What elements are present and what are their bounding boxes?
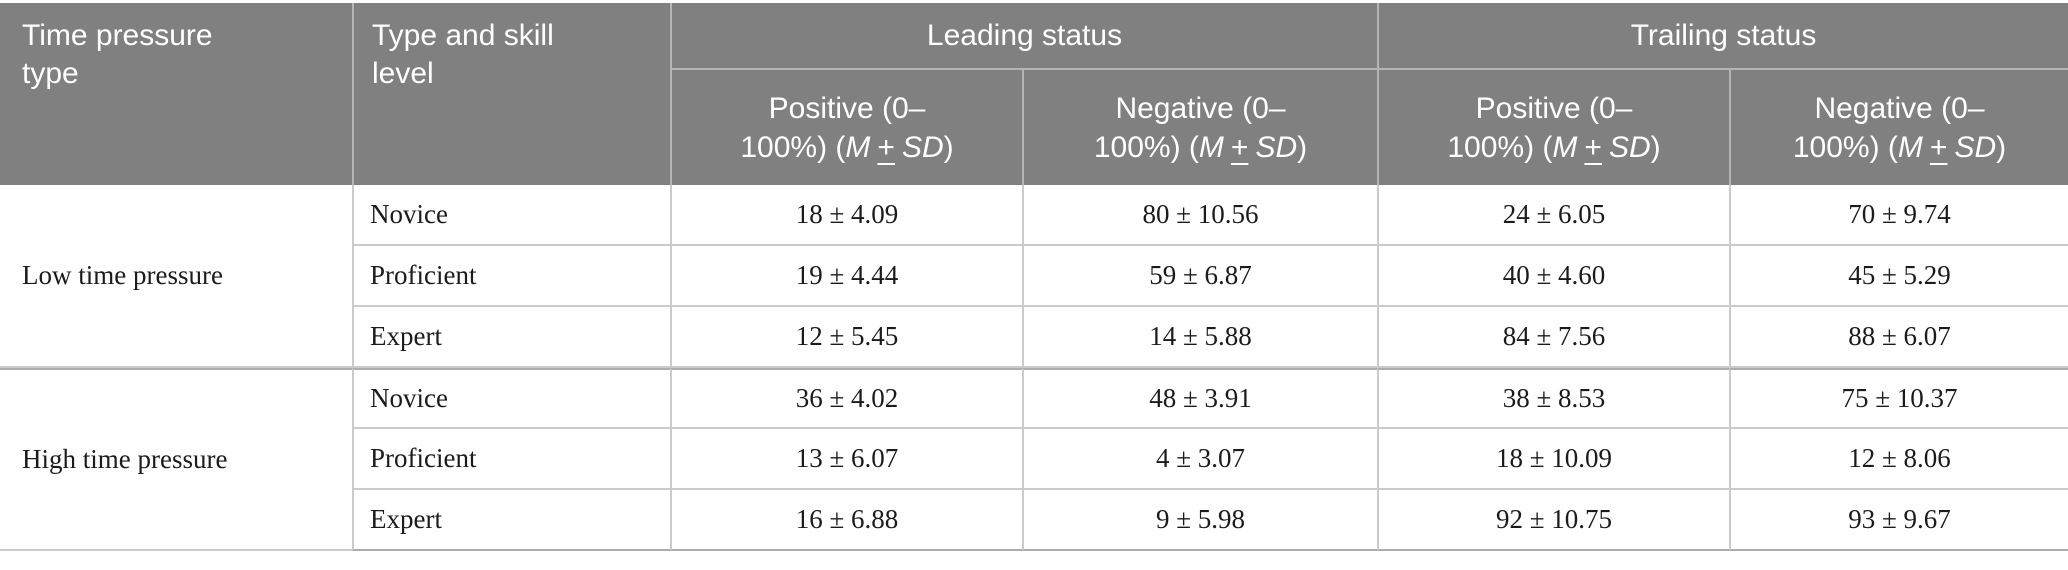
subheader-trailing-negative: Negative (0– 100%) (M + SD)	[1729, 70, 2068, 185]
value-cell: 93 ± 9.67	[1729, 490, 2068, 551]
subheader-text: 100%) (	[1093, 130, 1199, 164]
value-cell: 92 ± 10.75	[1377, 490, 1729, 551]
table-header: Time pressure type Type and skill level …	[0, 3, 2068, 185]
mean-label: M	[1897, 130, 1923, 164]
skill-cell: Novice	[352, 368, 670, 429]
value-cell: 88 ± 6.07	[1729, 307, 2068, 368]
value-cell: 84 ± 7.56	[1377, 307, 1729, 368]
header-leading-status: Leading status	[670, 3, 1377, 70]
value-cell: 80 ± 10.56	[1022, 185, 1377, 246]
group-header-row: Time pressure type Type and skill level …	[0, 3, 2068, 185]
mean-label: M	[845, 130, 871, 164]
value-cell: 4 ± 3.07	[1022, 429, 1377, 490]
value-cell: 14 ± 5.88	[1022, 307, 1377, 368]
value-cell: 75 ± 10.37	[1729, 368, 2068, 429]
mean-label: M	[1198, 130, 1224, 164]
group-label-cell: High time pressure	[0, 368, 352, 551]
mean-label: M	[1552, 130, 1578, 164]
group-label-cell: Low time pressure	[0, 185, 352, 368]
value-cell: 40 ± 4.60	[1377, 246, 1729, 307]
subheader-line: 100%) (M + SD)	[680, 128, 1014, 167]
skill-cell: Expert	[352, 307, 670, 368]
plus-minus: +	[1929, 130, 1948, 164]
plus-minus: +	[1584, 130, 1602, 164]
value-cell: 19 ± 4.44	[670, 246, 1022, 307]
plus-minus: +	[877, 130, 895, 164]
skill-cell: Expert	[352, 490, 670, 551]
table-body: Low time pressure Novice 18 ± 4.09 80 ± …	[0, 185, 2068, 551]
subheader-text: )	[1297, 130, 1308, 164]
subheader-leading-negative: Negative (0– 100%) (M + SD)	[1022, 70, 1377, 185]
value-cell: 13 ± 6.07	[670, 429, 1022, 490]
value-cell: 16 ± 6.88	[670, 490, 1022, 551]
value-cell: 36 ± 4.02	[670, 368, 1022, 429]
header-line: Time pressure	[22, 19, 213, 52]
subheader-line: Negative (0–	[1814, 91, 1985, 125]
value-cell: 18 ± 10.09	[1377, 429, 1729, 490]
header-type-skill-level: Type and skill level	[352, 3, 670, 185]
value-cell: 9 ± 5.98	[1022, 490, 1377, 551]
value-cell: 12 ± 5.45	[670, 307, 1022, 368]
subheader-line: 100%) (M + SD)	[1387, 128, 1721, 167]
subheader-text: )	[943, 130, 954, 164]
value-cell: 59 ± 6.87	[1022, 246, 1377, 307]
header-time-pressure-type: Time pressure type	[0, 3, 352, 185]
subheader-text: 100%) (	[1447, 130, 1553, 164]
value-cell: 38 ± 8.53	[1377, 368, 1729, 429]
table-row: High time pressure Novice 36 ± 4.02 48 ±…	[0, 368, 2068, 551]
skill-cell: Proficient	[352, 429, 670, 490]
sd-label: SD	[1954, 130, 1997, 164]
value-cell: 45 ± 5.29	[1729, 246, 2068, 307]
subheader-leading-positive: Positive (0– 100%) (M + SD)	[670, 70, 1022, 185]
sd-label: SD	[1255, 130, 1298, 164]
sub-header-row: Positive (0– 100%) (M + SD) Negative (0– 1…	[0, 70, 2068, 185]
value-cell: 48 ± 3.91	[1022, 368, 1377, 429]
header-line: type	[22, 56, 79, 90]
value-cell: 12 ± 8.06	[1729, 429, 2068, 490]
table-row: Expert 12 ± 5.45 14 ± 5.88 84 ± 7.56 88 …	[0, 307, 2068, 368]
value-cell: 24 ± 6.05	[1377, 185, 1729, 246]
subheader-line: 100%) (M + SD)	[1032, 128, 1369, 167]
sd-label: SD	[1608, 130, 1651, 164]
subheader-line: Positive (0–	[768, 91, 926, 125]
subheader-line: Positive (0–	[1475, 91, 1633, 125]
subheader-line: 100%) (M + SD)	[1739, 128, 2060, 167]
subheader-text: 100%) (	[1792, 130, 1898, 164]
sd-label: SD	[901, 130, 944, 164]
value-cell: 70 ± 9.74	[1729, 185, 2068, 246]
subheader-text: )	[1650, 130, 1661, 164]
table-row: Proficient 13 ± 6.07 4 ± 3.07 18 ± 10.09…	[0, 429, 2068, 490]
subheader-text: 100%) (	[740, 130, 846, 164]
table-row: Low time pressure Novice 18 ± 4.09 80 ± …	[0, 185, 2068, 368]
table-row: Expert 16 ± 6.88 9 ± 5.98 92 ± 10.75 93 …	[0, 490, 2068, 551]
header-trailing-status: Trailing status	[1377, 3, 2068, 70]
skill-cell: Proficient	[352, 246, 670, 307]
plus-minus: +	[1230, 130, 1249, 164]
value-cell: 18 ± 4.09	[670, 185, 1022, 246]
header-line: Type and skill	[372, 19, 554, 52]
header-line: level	[372, 56, 434, 90]
subheader-trailing-positive: Positive (0– 100%) (M + SD)	[1377, 70, 1729, 185]
results-table: Time pressure type Type and skill level …	[0, 3, 2068, 551]
table-row: Proficient 19 ± 4.44 59 ± 6.87 40 ± 4.60…	[0, 246, 2068, 307]
subheader-text: )	[1996, 130, 2007, 164]
skill-cell: Novice	[352, 185, 670, 246]
subheader-line: Negative (0–	[1115, 91, 1286, 125]
